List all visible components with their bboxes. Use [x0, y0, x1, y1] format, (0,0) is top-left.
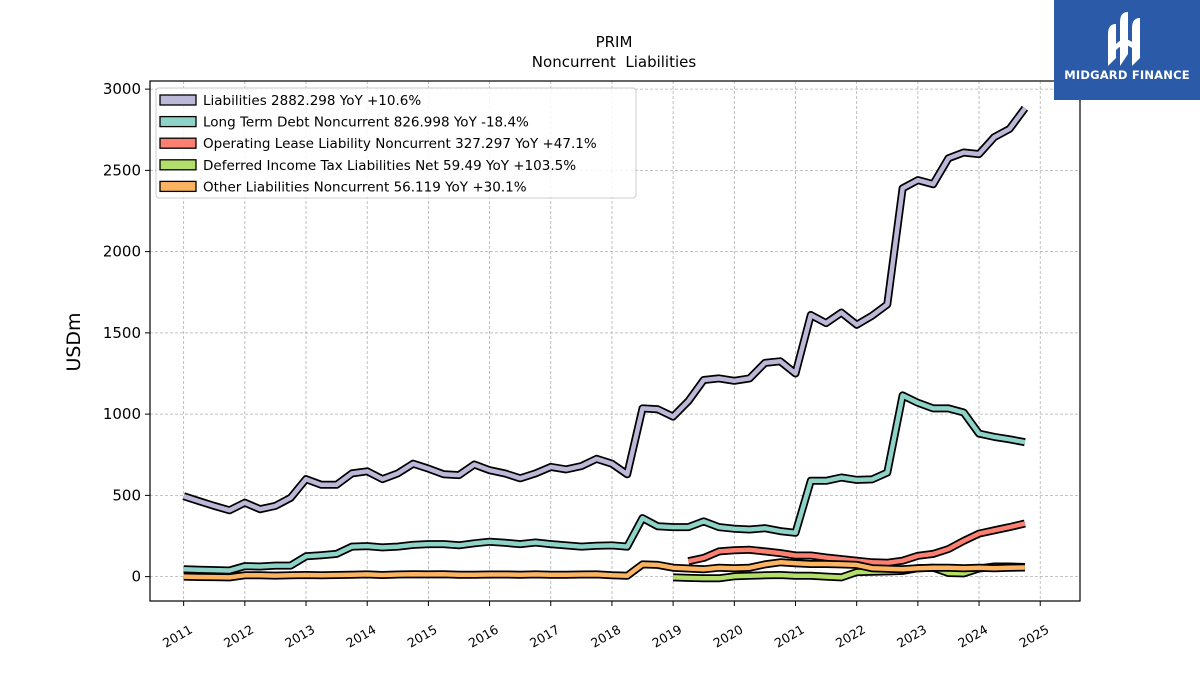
series-line-2 [687, 521, 1026, 566]
x-tick-label: 2024 [955, 622, 990, 651]
x-tick-label: 2016 [466, 622, 501, 651]
x-axis: 2011 2012 2013 2014 2015 2016 2017 2018 2019 2020… [160, 601, 1052, 651]
chart-subtitle: Noncurrent Liabilities [532, 53, 697, 71]
series-line-4 [183, 560, 1025, 580]
legend-entry-4: Other Liabilities Noncurrent 56.119 YoY … [203, 179, 527, 195]
y-axis-label: USDm [63, 312, 85, 371]
series-line-3 [673, 564, 1025, 581]
x-tick-label: 2021 [772, 622, 807, 651]
x-tick-label: 2011 [160, 622, 195, 651]
legend-swatch-0 [159, 94, 197, 106]
x-tick-label: 2013 [282, 622, 317, 651]
y-axis: 0 500 1000 1500 2000 2500 3000 [103, 80, 150, 586]
legend-entry-0: Liabilities 2882.298 YoY +10.6% [203, 93, 421, 109]
series-line-0 [183, 106, 1027, 513]
x-tick-label: 2019 [649, 622, 684, 651]
midgard-finance-logo: MIDGARD FINANCE [1054, 0, 1200, 100]
legend-swatch-3 [159, 159, 197, 171]
legend-swatch-2 [159, 137, 197, 149]
legend-entry-3: Deferred Income Tax Liabilities Net 59.4… [203, 158, 576, 174]
legend-box [155, 87, 637, 199]
y-tick-label: 2500 [103, 161, 141, 179]
plot-frame [149, 80, 1081, 602]
legend-entry-2: Operating Lease Liability Noncurrent 327… [203, 136, 597, 152]
midgard-logo-icon [1108, 12, 1140, 66]
chart-title: PRIM [596, 33, 633, 51]
x-tick-label: 2017 [527, 622, 562, 651]
legend-swatch-1 [159, 115, 197, 128]
x-tick-label: 2018 [588, 622, 623, 651]
x-tick-label: 2015 [405, 622, 440, 651]
x-tick-label: 2022 [833, 622, 868, 651]
x-tick-label: 2012 [221, 622, 256, 651]
series-line-1 [183, 393, 1026, 573]
brand-name: MIDGARD FINANCE [1064, 68, 1190, 82]
y-tick-label: 2000 [103, 243, 141, 261]
y-tick-label: 1500 [103, 324, 141, 342]
series-lines [182, 105, 1029, 583]
legend-swatch-4 [159, 180, 197, 193]
x-tick-label: 2014 [343, 622, 378, 651]
x-tick-label: 2020 [711, 622, 746, 651]
x-tick-label: 2023 [894, 622, 929, 651]
y-tick-label: 3000 [103, 80, 141, 98]
legend: Liabilities 2882.298 YoY +10.6% Long Term… [155, 87, 637, 199]
y-tick-label: 0 [131, 568, 141, 586]
y-tick-label: 1000 [103, 405, 141, 423]
y-tick-label: 500 [112, 486, 141, 504]
legend-entry-1: Long Term Debt Noncurrent 826.998 YoY -1… [203, 115, 529, 131]
x-tick-label: 2025 [1016, 622, 1051, 651]
